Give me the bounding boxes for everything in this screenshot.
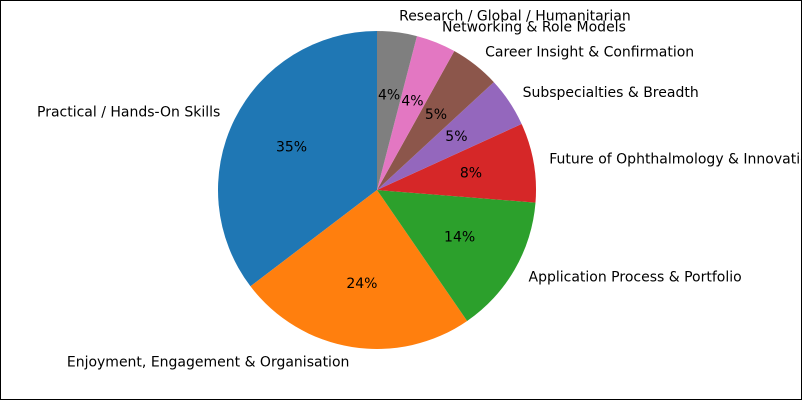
pie-slice xyxy=(250,190,468,349)
pie-slices xyxy=(217,31,536,349)
percent-labels: 35%24%14%8%5%5%4%4% xyxy=(276,87,482,292)
slice-percent-label: 8% xyxy=(460,165,482,181)
pie-slice xyxy=(377,190,536,321)
slice-percent-label: 14% xyxy=(444,230,475,246)
slice-category-label: Subspecialties & Breadth xyxy=(523,85,699,101)
slice-category-label: Future of Ophthalmology & Innovation xyxy=(549,152,802,168)
slice-category-label: Research / Global / Humanitarian xyxy=(399,9,631,25)
pie-slice xyxy=(377,82,522,190)
slice-percent-label: 35% xyxy=(276,140,307,156)
pie-slice xyxy=(377,36,455,190)
pie-slice xyxy=(377,123,536,203)
slice-labels: Practical / Hands-On Skills Enjoyment, En… xyxy=(37,9,802,371)
slice-category-label: Networking & Role Models xyxy=(442,20,626,36)
slice-category-label: Career Insight & Confirmation xyxy=(485,45,694,61)
pie-slice xyxy=(377,51,494,191)
slice-percent-label: 5% xyxy=(425,107,447,123)
slice-percent-label: 4% xyxy=(378,87,400,103)
slice-percent-label: 5% xyxy=(445,129,467,145)
slice-category-label: Practical / Hands-On Skills xyxy=(37,104,220,120)
slice-category-label: Application Process & Portfolio xyxy=(529,270,742,286)
slice-category-label: Enjoyment, Engagement & Organisation xyxy=(67,355,350,371)
slice-percent-label: 4% xyxy=(401,93,423,109)
pie-slice xyxy=(217,31,377,287)
pie-slice xyxy=(377,31,417,190)
slice-percent-label: 24% xyxy=(346,276,377,292)
